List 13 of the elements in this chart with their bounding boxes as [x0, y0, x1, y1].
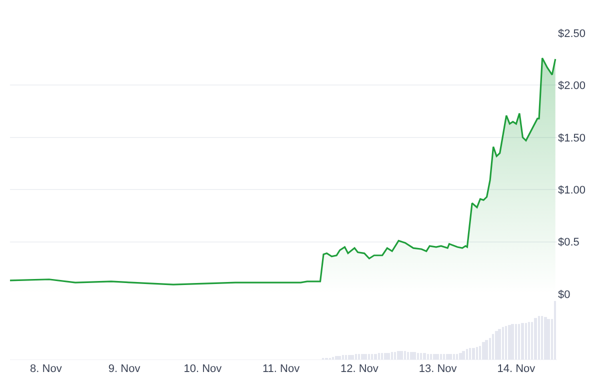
y-tick-label: $1.50 [558, 132, 586, 144]
x-tick-label: 10. Nov [184, 363, 222, 375]
y-tick-label: $0 [558, 288, 570, 301]
y-tick-label: $2.50 [558, 28, 586, 40]
x-tick-label: 9. Nov [108, 363, 141, 375]
y-tick-label: $2.00 [558, 80, 586, 92]
x-tick-label: 8. Nov [30, 363, 62, 375]
x-tick-label: 12. Nov [340, 363, 379, 375]
x-tick-label: 11. Nov [262, 363, 300, 375]
y-tick-label: $1.00 [558, 184, 586, 196]
x-tick-label: 13. Nov [418, 363, 458, 375]
x-tick-label: 14. Nov [497, 363, 536, 375]
y-tick-label: $0.5 [558, 236, 580, 249]
